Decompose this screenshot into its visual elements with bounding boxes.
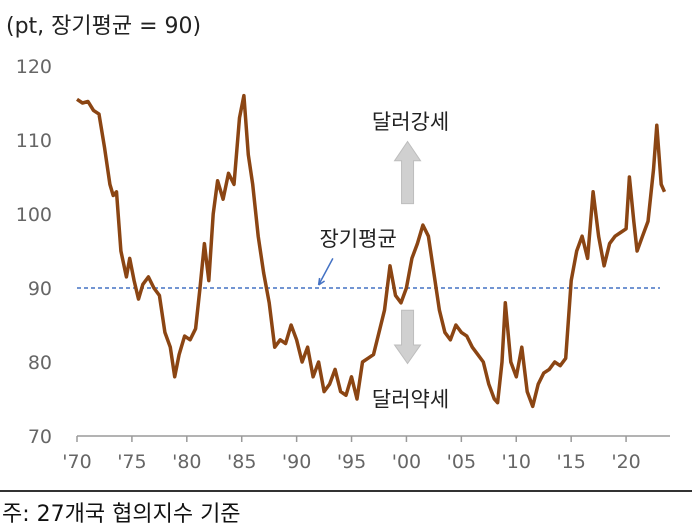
x-tick-label: '70 bbox=[62, 451, 91, 473]
x-tick-label: '05 bbox=[447, 451, 476, 473]
weak-dollar-label: 달러약세 bbox=[372, 387, 449, 411]
x-tick-label: '20 bbox=[611, 451, 640, 473]
footnote: 주: 27개국 협의지수 기준 bbox=[2, 502, 241, 527]
x-ticks bbox=[76, 436, 627, 442]
x-tick-label: '75 bbox=[117, 451, 146, 473]
x-tick-label: '10 bbox=[502, 451, 531, 473]
annotations: 달러강세 달러약세 장기평균 bbox=[317, 110, 449, 411]
y-tick-label: 110 bbox=[16, 130, 52, 152]
y-tick-label: 80 bbox=[28, 352, 52, 374]
down-arrow-icon bbox=[393, 309, 422, 365]
footnote-divider bbox=[0, 490, 692, 492]
x-tick-label: '15 bbox=[556, 451, 585, 473]
y-tick-label: 120 bbox=[16, 56, 52, 78]
up-arrow-icon bbox=[393, 140, 422, 205]
x-tick-label: '95 bbox=[337, 451, 366, 473]
x-axis-labels: '70 '75 '80 '85 '90 '95 '00 '05 '10 '15 '20 bbox=[62, 451, 640, 473]
average-label: 장기평균 bbox=[319, 227, 396, 251]
average-pointer-arrow bbox=[317, 258, 334, 286]
x-tick-label: '85 bbox=[227, 451, 256, 473]
x-tick-label: '90 bbox=[282, 451, 311, 473]
series-line bbox=[76, 93, 667, 409]
y-tick-label: 100 bbox=[16, 204, 52, 226]
unit-note: (pt, 장기평균 = 90) bbox=[6, 14, 202, 39]
y-tick-label: 70 bbox=[28, 426, 52, 448]
x-tick-label: '80 bbox=[172, 451, 201, 473]
chart: 70 80 90 100 110 120 '70 '75 '80 '85 '90 '95 '00 '05… bbox=[16, 56, 670, 473]
strong-dollar-label: 달러강세 bbox=[372, 110, 449, 134]
y-tick-label: 90 bbox=[28, 278, 52, 300]
x-tick-label: '00 bbox=[392, 451, 421, 473]
y-axis-labels: 70 80 90 100 110 120 bbox=[16, 56, 52, 448]
